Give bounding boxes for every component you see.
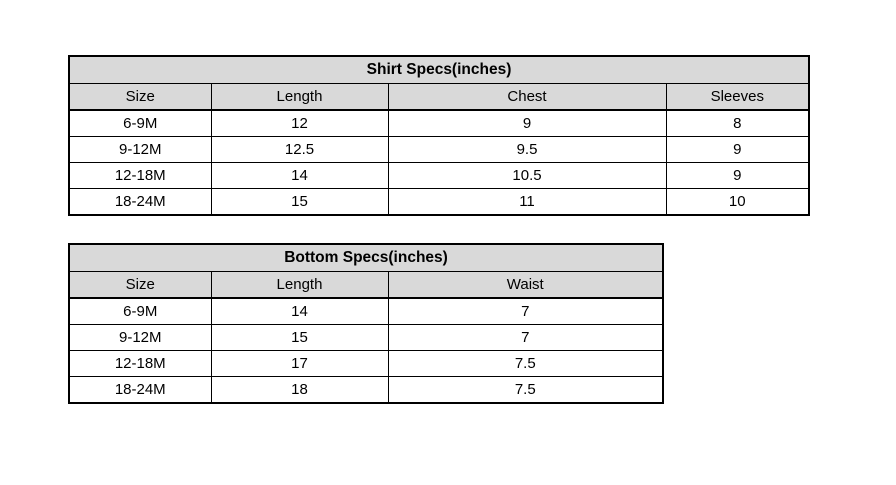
bottom-header-row: Size Length Waist xyxy=(68,271,664,299)
table-row: 12-18M 14 10.5 9 xyxy=(68,162,810,189)
table-row: 6-9M 14 7 xyxy=(68,297,664,325)
bottom-specs-table: Bottom Specs(inches) Size Length Waist 6… xyxy=(68,243,665,404)
table-cell-length: 15 xyxy=(210,188,389,216)
table-cell-chest: 9.5 xyxy=(387,136,667,163)
table-cell-length: 15 xyxy=(210,324,389,351)
bottom-title-row: Bottom Specs(inches) xyxy=(68,243,664,272)
bottom-table-title: Bottom Specs(inches) xyxy=(68,243,664,272)
shirt-specs-table: Shirt Specs(inches) Size Length Chest Sl… xyxy=(68,55,811,216)
shirt-column-header-size: Size xyxy=(68,83,212,111)
bottom-column-header-waist: Waist xyxy=(387,271,664,299)
table-cell-waist: 7 xyxy=(387,297,664,325)
table-cell-size: 12-18M xyxy=(68,350,212,377)
table-cell-length: 12 xyxy=(210,109,389,137)
table-cell-size: 6-9M xyxy=(68,297,212,325)
bottom-column-header-size: Size xyxy=(68,271,212,299)
table-row: 9-12M 12.5 9.5 9 xyxy=(68,136,810,163)
table-cell-length: 14 xyxy=(210,297,389,325)
table-cell-chest: 10.5 xyxy=(387,162,667,189)
table-cell-size: 6-9M xyxy=(68,109,212,137)
table-cell-length: 14 xyxy=(210,162,389,189)
table-cell-waist: 7 xyxy=(387,324,664,351)
shirt-column-header-length: Length xyxy=(210,83,389,111)
table-cell-sleeves: 9 xyxy=(665,162,810,189)
table-cell-size: 12-18M xyxy=(68,162,212,189)
table-cell-length: 17 xyxy=(210,350,389,377)
table-cell-waist: 7.5 xyxy=(387,350,664,377)
table-cell-chest: 9 xyxy=(387,109,667,137)
shirt-title-row: Shirt Specs(inches) xyxy=(68,55,810,84)
table-cell-size: 18-24M xyxy=(68,188,212,216)
table-cell-sleeves: 9 xyxy=(665,136,810,163)
table-cell-sleeves: 10 xyxy=(665,188,810,216)
table-row: 6-9M 12 9 8 xyxy=(68,109,810,137)
table-cell-size: 9-12M xyxy=(68,136,212,163)
table-row: 12-18M 17 7.5 xyxy=(68,350,664,377)
table-cell-length: 18 xyxy=(210,376,389,404)
shirt-table-title: Shirt Specs(inches) xyxy=(68,55,810,84)
table-row: 18-24M 18 7.5 xyxy=(68,376,664,404)
table-cell-size: 18-24M xyxy=(68,376,212,404)
table-cell-size: 9-12M xyxy=(68,324,212,351)
table-cell-sleeves: 8 xyxy=(665,109,810,137)
shirt-column-header-chest: Chest xyxy=(387,83,667,111)
table-cell-length: 12.5 xyxy=(210,136,389,163)
table-cell-waist: 7.5 xyxy=(387,376,664,404)
bottom-column-header-length: Length xyxy=(210,271,389,299)
shirt-header-row: Size Length Chest Sleeves xyxy=(68,83,810,111)
shirt-column-header-sleeves: Sleeves xyxy=(665,83,810,111)
table-row: 18-24M 15 11 10 xyxy=(68,188,810,216)
table-row: 9-12M 15 7 xyxy=(68,324,664,351)
table-cell-chest: 11 xyxy=(387,188,667,216)
